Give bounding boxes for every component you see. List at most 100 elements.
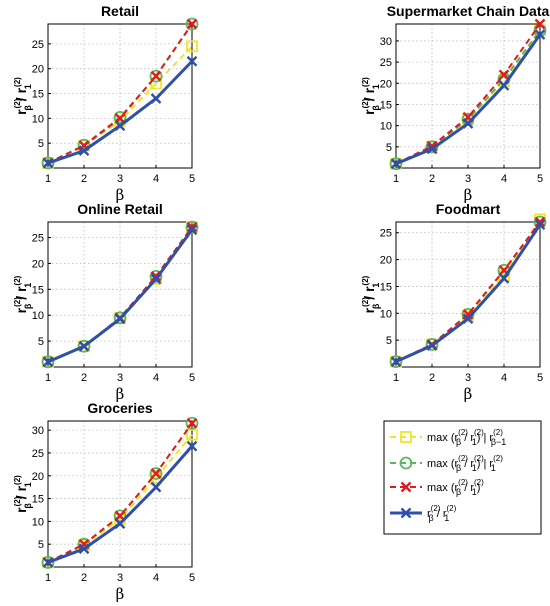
x-tick-label: 4	[153, 173, 159, 185]
chart-title: Supermarket Chain Data	[387, 3, 550, 19]
data-point	[498, 80, 510, 91]
x-tick-label: 1	[45, 572, 51, 584]
x-tick-label: 5	[189, 173, 195, 185]
data-point	[150, 468, 162, 479]
y-tick-label: 30	[380, 36, 392, 48]
x-tick-label: 5	[189, 572, 195, 584]
series-line	[395, 23, 541, 165]
data-point	[185, 220, 199, 234]
y-tick-label: 5	[38, 336, 44, 348]
series-max	[390, 216, 546, 367]
data-point	[150, 273, 162, 285]
data-point	[186, 417, 198, 429]
legend-swatch-marker	[399, 456, 413, 470]
series-max	[390, 18, 546, 170]
chart-title: Foodmart	[436, 201, 501, 217]
data-point	[114, 120, 126, 132]
series-line	[47, 434, 193, 564]
legend: max (r(2) β / r(2) 1) | r(2) β−1 max (r(2) β …	[383, 420, 542, 535]
x-tick-label: 1	[45, 173, 51, 185]
y-tick-label: 15	[380, 281, 392, 293]
y-tick-label: 15	[32, 494, 44, 506]
data-point	[114, 518, 126, 530]
y-tick-label: 15	[380, 99, 392, 111]
data-point	[186, 40, 198, 53]
y-tick-label: 20	[32, 258, 44, 270]
x-tick-label: 3	[117, 572, 123, 584]
data-point	[150, 70, 162, 82]
y-tick-label: 15	[32, 284, 44, 296]
data-point	[462, 313, 474, 325]
x-tick-label: 5	[537, 173, 543, 185]
y-axis-label: r(2)β / r(2)1	[13, 77, 33, 115]
grid	[48, 222, 192, 367]
data-point	[186, 55, 198, 67]
y-tick-label: 20	[32, 471, 44, 483]
x-axis-label: β	[116, 585, 125, 603]
x-tick-label: 1	[45, 372, 51, 384]
x-tick-label: 2	[81, 572, 87, 584]
data-point	[186, 18, 198, 30]
data-point	[113, 509, 127, 523]
x-tick-label: 1	[393, 173, 399, 185]
data-point	[185, 416, 199, 430]
series-ratio	[42, 440, 198, 568]
data-point	[77, 339, 91, 353]
chart-panel-3: 1 2 3 4 5 5 10 15 20 25 Online Retail β r(2)β / r(2)…	[13, 201, 199, 403]
y-tick-label: 20	[380, 78, 392, 90]
series-line	[395, 221, 541, 363]
legend-label: max (r(2) β / r(2) 1) | r(2) 1	[427, 454, 503, 473]
data-point	[186, 440, 198, 452]
data-point	[534, 219, 546, 231]
data-point	[390, 158, 402, 170]
data-point	[78, 145, 90, 156]
x-tick-label: 3	[465, 372, 471, 384]
data-point	[462, 118, 474, 129]
data-point	[186, 428, 198, 441]
data-point	[41, 156, 55, 170]
y-tick-label: 25	[380, 228, 392, 240]
grid	[48, 24, 192, 168]
x-axis-label: β	[116, 385, 125, 403]
legend-label: r(2) β / r(2) 1	[427, 504, 457, 523]
y-tick-label: 10	[380, 308, 392, 320]
chart-panel-4: 1 2 3 4 5 5 10 15 20 25 Foodmart β r(2)β / r(2)1	[361, 201, 547, 403]
series-ratio	[390, 219, 546, 367]
legend-swatch-marker	[400, 431, 412, 443]
data-point	[42, 157, 54, 169]
y-tick-label: 5	[386, 142, 392, 154]
y-tick-label: 25	[32, 39, 44, 51]
chart-panel-1: 1 2 3 4 5 5 10 15 20 25 Retail β r(2)β / r(2)1	[13, 3, 199, 204]
y-tick-label: 10	[32, 310, 44, 322]
x-tick-label: 3	[117, 372, 123, 384]
legend-label: max (r(2) β / r(2) 1)	[427, 478, 484, 497]
data-point	[150, 481, 162, 493]
data-point	[498, 69, 510, 81]
data-point	[389, 355, 403, 369]
x-tick-label: 4	[501, 173, 507, 185]
x-tick-label: 5	[537, 372, 543, 384]
x-tick-label: 1	[393, 372, 399, 384]
data-point	[150, 93, 162, 104]
y-tick-label: 5	[386, 335, 392, 347]
series-line	[47, 422, 193, 564]
x-tick-label: 3	[117, 173, 123, 185]
x-tick-label: 2	[81, 372, 87, 384]
y-tick-label: 10	[380, 121, 392, 133]
x-axis-label: β	[116, 186, 125, 204]
data-point	[78, 340, 90, 352]
grid	[396, 222, 540, 367]
legend-swatch-marker	[400, 507, 412, 519]
x-tick-label: 4	[153, 572, 159, 584]
legend-entry-ratio: r(2) β / r(2) 1	[390, 504, 457, 523]
data-point	[534, 29, 546, 40]
data-point	[534, 18, 546, 30]
grid	[48, 421, 192, 567]
legend-entry-max_given_first: max (r(2) β / r(2) 1) | r(2) 1	[390, 454, 503, 473]
data-point	[426, 143, 438, 155]
x-axis-label: β	[464, 385, 473, 403]
chart-title: Groceries	[87, 400, 153, 416]
data-point	[113, 110, 127, 124]
data-point	[389, 157, 403, 171]
